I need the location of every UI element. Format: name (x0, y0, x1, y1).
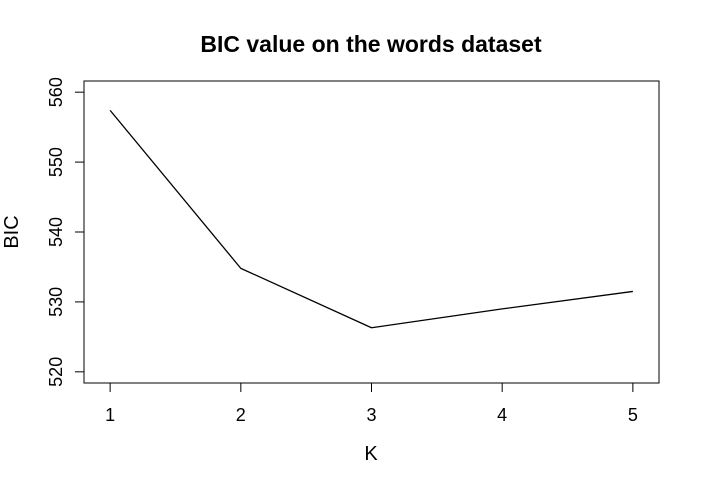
y-tick-label-2: 540 (46, 217, 66, 247)
series-line-0 (109, 109, 633, 329)
x-tick-label-2: 3 (366, 405, 376, 425)
y-tick-label-4: 560 (46, 77, 66, 107)
y-axis: 520 530 540 550 560 (46, 77, 85, 387)
x-axis-label: K (364, 443, 378, 465)
y-tick-label-0: 520 (46, 357, 66, 387)
x-axis: 1 2 3 4 5 (105, 382, 638, 425)
plot-frame (83, 80, 660, 384)
x-tick-label-3: 4 (497, 405, 507, 425)
y-axis-label: BIC (1, 215, 23, 248)
series-group (109, 109, 633, 329)
x-tick-label-1: 2 (236, 405, 246, 425)
x-tick-label-4: 5 (628, 405, 638, 425)
chart-title: BIC value on the words dataset (200, 31, 542, 57)
y-tick-label-1: 530 (46, 287, 66, 317)
y-tick-label-3: 550 (46, 147, 66, 177)
x-tick-label-0: 1 (105, 405, 115, 425)
